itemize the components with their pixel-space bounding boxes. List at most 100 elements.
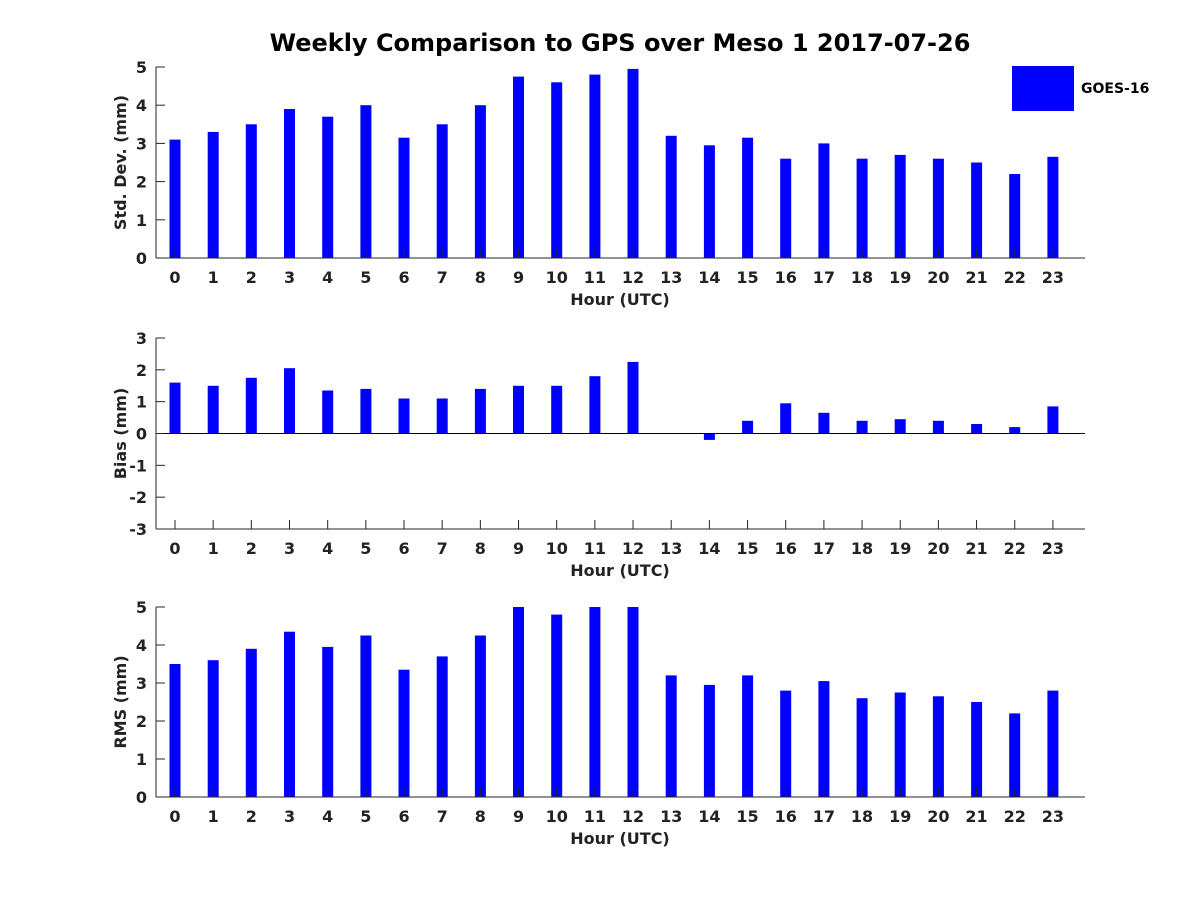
bar: [207, 660, 219, 797]
x-tick-label: 20: [927, 539, 949, 558]
x-tick-label: 23: [1042, 807, 1064, 826]
bar: [742, 137, 754, 258]
x-axis-label: Hour (UTC): [570, 829, 670, 848]
y-tick-label: 2: [136, 361, 147, 380]
bar: [780, 403, 792, 434]
x-tick-label: 15: [736, 268, 758, 287]
x-tick-label: 3: [284, 268, 295, 287]
bar: [627, 361, 639, 434]
bar: [589, 74, 601, 258]
x-tick-label: 4: [322, 807, 333, 826]
x-tick-label: 7: [437, 539, 448, 558]
y-axis-label: Std. Dev. (mm): [111, 95, 130, 230]
bar: [513, 385, 524, 434]
bar: [360, 635, 372, 797]
x-tick-label: 8: [475, 268, 486, 287]
bar: [474, 635, 486, 797]
x-tick-label: 12: [622, 807, 644, 826]
bar: [360, 388, 372, 434]
y-tick-label: 4: [136, 636, 147, 655]
bar: [398, 669, 410, 797]
x-tick-label: 5: [360, 539, 371, 558]
x-tick-label: 3: [284, 539, 295, 558]
x-tick-label: 10: [546, 268, 568, 287]
y-axis-label: Bias (mm): [111, 388, 130, 480]
x-tick-label: 9: [513, 539, 524, 558]
y-tick-label: 0: [136, 425, 147, 444]
x-tick-label: 22: [1004, 539, 1026, 558]
bar: [627, 68, 639, 259]
bar: [245, 124, 257, 258]
x-tick-label: 5: [360, 807, 371, 826]
bar: [665, 135, 677, 258]
x-tick-label: 14: [698, 807, 720, 826]
bar: [780, 158, 792, 258]
x-tick-label: 21: [965, 268, 987, 287]
bar: [856, 158, 868, 258]
x-tick-label: 13: [660, 268, 682, 287]
bar: [932, 696, 944, 797]
x-tick-label: 1: [208, 539, 219, 558]
x-tick-label: 14: [698, 268, 720, 287]
bar: [932, 158, 944, 258]
x-tick-label: 10: [546, 807, 568, 826]
x-tick-label: 23: [1042, 539, 1064, 558]
x-tick-label: 4: [322, 268, 333, 287]
x-tick-label: 13: [660, 807, 682, 826]
x-tick-label: 0: [169, 268, 180, 287]
bar: [284, 109, 295, 258]
x-tick-label: 0: [169, 539, 180, 558]
x-tick-label: 18: [851, 268, 873, 287]
bar: [818, 412, 830, 434]
bar: [894, 419, 906, 434]
x-tick-label: 11: [584, 268, 606, 287]
bar: [665, 675, 677, 797]
bar: [551, 614, 563, 797]
bar: [703, 433, 715, 440]
bar: [436, 398, 448, 434]
x-tick-label: 6: [398, 807, 409, 826]
bar: [1009, 174, 1021, 258]
x-tick-label: 7: [437, 807, 448, 826]
y-tick-label: -2: [129, 488, 147, 507]
x-tick-label: 19: [889, 539, 911, 558]
bar: [322, 390, 334, 434]
bar: [818, 143, 830, 258]
chart-title: Weekly Comparison to GPS over Meso 1 201…: [269, 29, 971, 57]
x-tick-label: 11: [584, 539, 606, 558]
bar: [207, 385, 219, 434]
bar: [436, 656, 448, 797]
bar: [971, 424, 983, 434]
bar: [856, 420, 868, 434]
x-tick-label: 22: [1004, 807, 1026, 826]
x-tick-label: 4: [322, 539, 333, 558]
bar: [322, 646, 334, 797]
bar: [513, 76, 524, 258]
x-tick-label: 23: [1042, 268, 1064, 287]
bar: [1009, 713, 1021, 797]
y-tick-label: -1: [129, 456, 147, 475]
bar: [1047, 156, 1059, 258]
x-tick-label: 11: [584, 807, 606, 826]
bar: [1047, 406, 1059, 434]
bar: [245, 377, 257, 434]
bar: [360, 105, 372, 258]
x-tick-label: 6: [398, 268, 409, 287]
x-tick-label: 13: [660, 539, 682, 558]
y-tick-label: 4: [136, 96, 147, 115]
legend-swatch: [1012, 66, 1074, 111]
x-tick-label: 3: [284, 807, 295, 826]
bar: [1009, 427, 1021, 434]
bar: [169, 139, 181, 258]
x-tick-label: 17: [813, 807, 835, 826]
bar: [742, 420, 754, 434]
y-tick-label: 1: [136, 393, 147, 412]
bar: [551, 82, 563, 258]
y-tick-label: 0: [136, 788, 147, 807]
bar: [513, 607, 524, 797]
bar: [284, 368, 295, 434]
x-tick-label: 20: [927, 268, 949, 287]
bar: [894, 692, 906, 797]
bar: [856, 698, 868, 797]
